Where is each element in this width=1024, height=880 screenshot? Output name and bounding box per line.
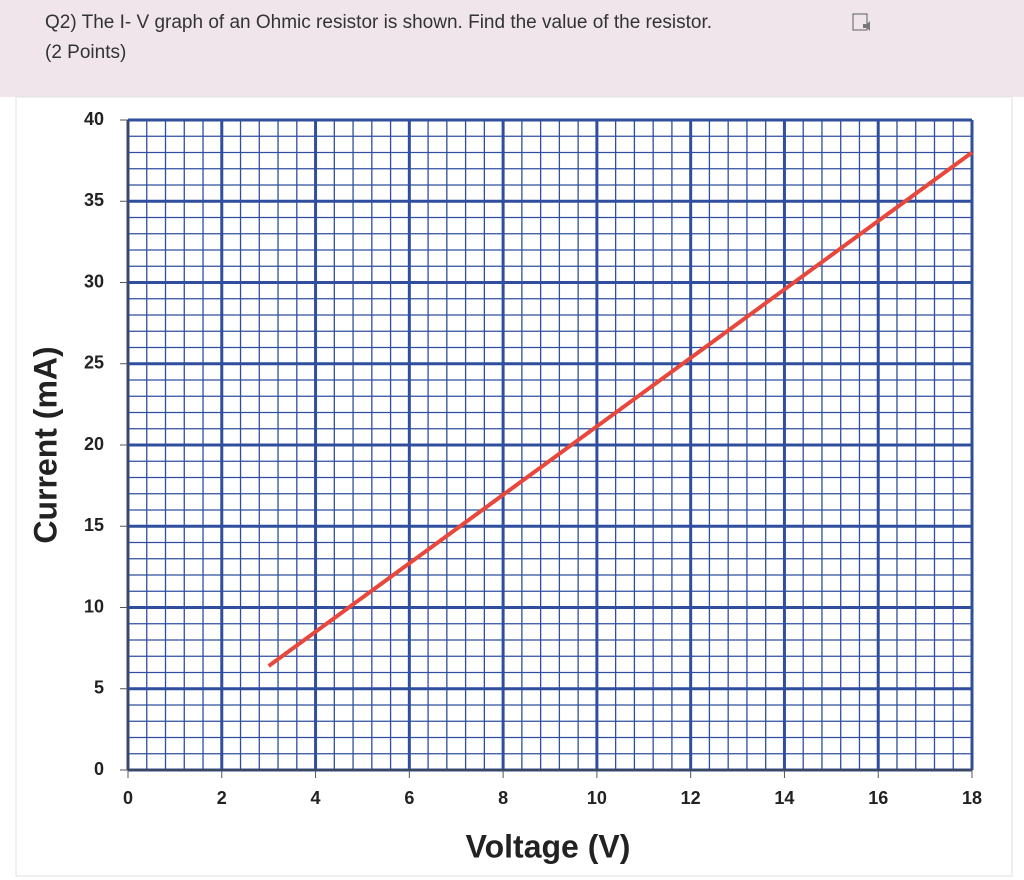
y-tick-label: 20	[84, 434, 104, 454]
x-axis-title: Voltage (V)	[466, 828, 631, 864]
question-points: (2 Points)	[45, 42, 126, 63]
icon-speaker	[863, 21, 870, 31]
y-tick-label: 30	[84, 271, 104, 291]
x-tick-label: 10	[587, 788, 607, 808]
y-tick-label: 10	[84, 596, 104, 616]
y-tick-label: 5	[94, 678, 104, 698]
x-tick-label: 4	[311, 788, 321, 808]
icon-frame	[852, 13, 868, 31]
y-tick-label: 0	[94, 759, 104, 779]
plot: 0 2 4 6 8 10 12 14 16 18 0 5 10 15 20 25 30 35 40 Voltage (…	[27, 109, 982, 865]
y-tick-label: 40	[84, 109, 104, 129]
x-tick-label: 16	[868, 788, 888, 808]
y-axis-title: Current (mA)	[27, 346, 63, 543]
x-tick-label: 12	[681, 788, 701, 808]
x-tick-label: 8	[498, 788, 508, 808]
question-title: Q2) The I- V graph of an Ohmic resistor …	[45, 12, 712, 33]
x-tick-label: 14	[774, 788, 794, 808]
x-tick-label: 2	[217, 788, 227, 808]
y-tick-label: 25	[84, 353, 104, 373]
data-line	[267, 150, 974, 668]
y-tick-label: 15	[84, 515, 104, 535]
y-tick-label: 35	[84, 190, 104, 210]
x-tick-label: 6	[404, 788, 414, 808]
x-tick-label: 0	[123, 788, 133, 808]
x-tick-label: 18	[962, 788, 982, 808]
audio-icon[interactable]	[852, 13, 870, 31]
